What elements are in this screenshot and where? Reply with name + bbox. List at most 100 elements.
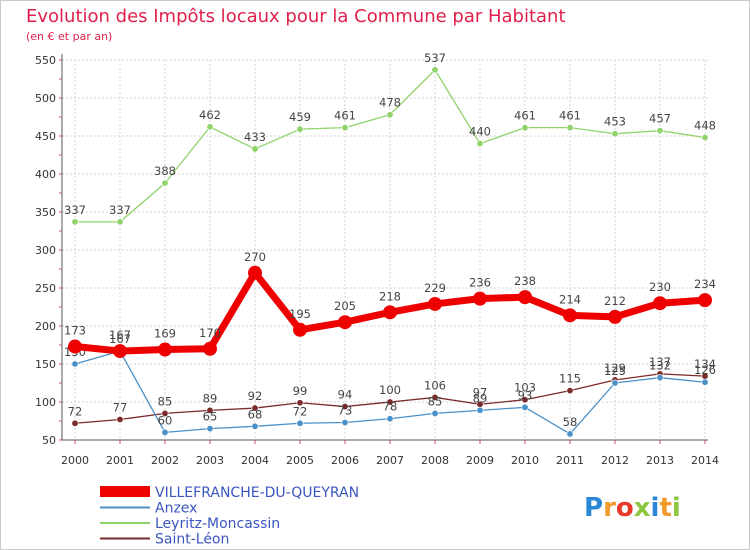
data-point xyxy=(611,379,619,387)
logo-letter: i xyxy=(672,493,681,523)
data-label: 89 xyxy=(473,391,488,405)
data-point xyxy=(71,360,79,368)
data-label: 337 xyxy=(64,203,86,217)
x-tick-label: 2009 xyxy=(466,454,494,467)
y-tick-label: 150 xyxy=(35,358,56,371)
data-label: 388 xyxy=(154,164,176,178)
data-label: 236 xyxy=(469,276,491,290)
data-label: 78 xyxy=(383,400,398,414)
data-point xyxy=(161,409,169,417)
data-label: 218 xyxy=(379,289,401,303)
data-point xyxy=(68,339,82,354)
x-tick-label: 2013 xyxy=(646,454,674,467)
y-tick-label: 100 xyxy=(35,396,56,409)
data-label: 58 xyxy=(563,415,578,429)
y-tick-label: 50 xyxy=(42,434,56,447)
data-label: 92 xyxy=(248,389,263,403)
x-tick-label: 2002 xyxy=(151,454,179,467)
x-tick-label: 2005 xyxy=(286,454,314,467)
data-label: 73 xyxy=(338,404,353,418)
data-point xyxy=(473,291,487,306)
data-label: 229 xyxy=(424,281,446,295)
data-label: 537 xyxy=(424,51,446,65)
data-label: 195 xyxy=(289,307,311,321)
data-point xyxy=(656,127,664,135)
x-tick-label: 2010 xyxy=(511,454,539,467)
logo-letter: x xyxy=(634,493,651,523)
logo-letter: i xyxy=(651,493,660,523)
data-point xyxy=(566,124,574,132)
logo-letter: P xyxy=(584,493,603,523)
data-point xyxy=(206,123,214,131)
data-point xyxy=(386,111,394,119)
data-label: 60 xyxy=(158,413,173,427)
proxiti-logo: Proxiti xyxy=(584,493,681,523)
legend-entry: Leyritz-Moncassin xyxy=(100,516,280,532)
data-point xyxy=(71,419,79,427)
logo-letter: r xyxy=(603,493,616,523)
data-label: 97 xyxy=(473,385,488,399)
data-label: 167 xyxy=(109,332,131,346)
data-label: 453 xyxy=(604,115,626,129)
data-point xyxy=(521,396,529,404)
data-point xyxy=(653,296,667,311)
data-label: 461 xyxy=(514,109,536,123)
y-tick-label: 450 xyxy=(35,130,56,143)
series-saint-l-on: 72 77 85 89 92 99 94 100 106 97 103 115 129 137 134 xyxy=(68,355,716,427)
data-point xyxy=(206,425,214,433)
data-label: 99 xyxy=(293,384,308,398)
data-label: 115 xyxy=(559,372,581,386)
logo-letter: t xyxy=(659,493,671,523)
data-point xyxy=(161,428,169,436)
legend-entry: Saint-Léon xyxy=(100,532,229,548)
data-point xyxy=(386,415,394,423)
data-point xyxy=(341,403,349,411)
legend-label: Leyritz-Moncassin xyxy=(155,516,280,532)
data-point xyxy=(476,140,484,148)
y-tick-label: 400 xyxy=(35,168,56,181)
data-point xyxy=(206,406,214,414)
legend-label: Saint-Léon xyxy=(155,532,229,548)
data-point xyxy=(116,218,124,226)
x-tick-label: 2011 xyxy=(556,454,584,467)
data-label: 126 xyxy=(694,363,716,377)
logo-letter: o xyxy=(616,493,634,523)
data-point xyxy=(296,399,304,407)
y-tick-label: 550 xyxy=(35,54,56,67)
data-point xyxy=(431,66,439,74)
data-label: 461 xyxy=(334,109,356,123)
chart-subtitle: (en € et par an) xyxy=(26,30,112,43)
legend: VILLEFRANCHE-DU-QUEYRANAnzexLeyritz-Monc… xyxy=(100,485,359,548)
data-point xyxy=(296,125,304,133)
data-label: 459 xyxy=(289,110,311,124)
data-label: 461 xyxy=(559,109,581,123)
data-point xyxy=(341,419,349,427)
data-point xyxy=(341,124,349,132)
data-label: 230 xyxy=(649,280,671,294)
data-point xyxy=(296,419,304,427)
y-tick-label: 300 xyxy=(35,244,56,257)
data-point xyxy=(431,393,439,401)
data-point xyxy=(338,315,352,330)
data-label: 125 xyxy=(604,364,626,378)
data-label: 72 xyxy=(68,404,83,418)
x-tick-label: 2001 xyxy=(106,454,134,467)
axes: 50 100 150 200 250 300 350 400 450 500 550 2000 2001… xyxy=(35,54,719,467)
data-label: 77 xyxy=(113,400,128,414)
data-label: 440 xyxy=(469,125,491,139)
data-point xyxy=(611,130,619,138)
data-label: 448 xyxy=(694,119,716,133)
x-tick-label: 2003 xyxy=(196,454,224,467)
data-label: 89 xyxy=(203,391,218,405)
data-point xyxy=(161,179,169,187)
data-point xyxy=(116,415,124,423)
data-point xyxy=(698,293,712,308)
data-point xyxy=(566,430,574,438)
data-point xyxy=(656,374,664,382)
chart-title: Evolution des Impôts locaux pour la Comm… xyxy=(26,6,566,27)
legend-entry: Anzex xyxy=(100,501,197,517)
data-point xyxy=(431,409,439,417)
series-layer: 337 337 388 462 433 459 461 478 537 440 461 461 453 4… xyxy=(64,51,716,438)
